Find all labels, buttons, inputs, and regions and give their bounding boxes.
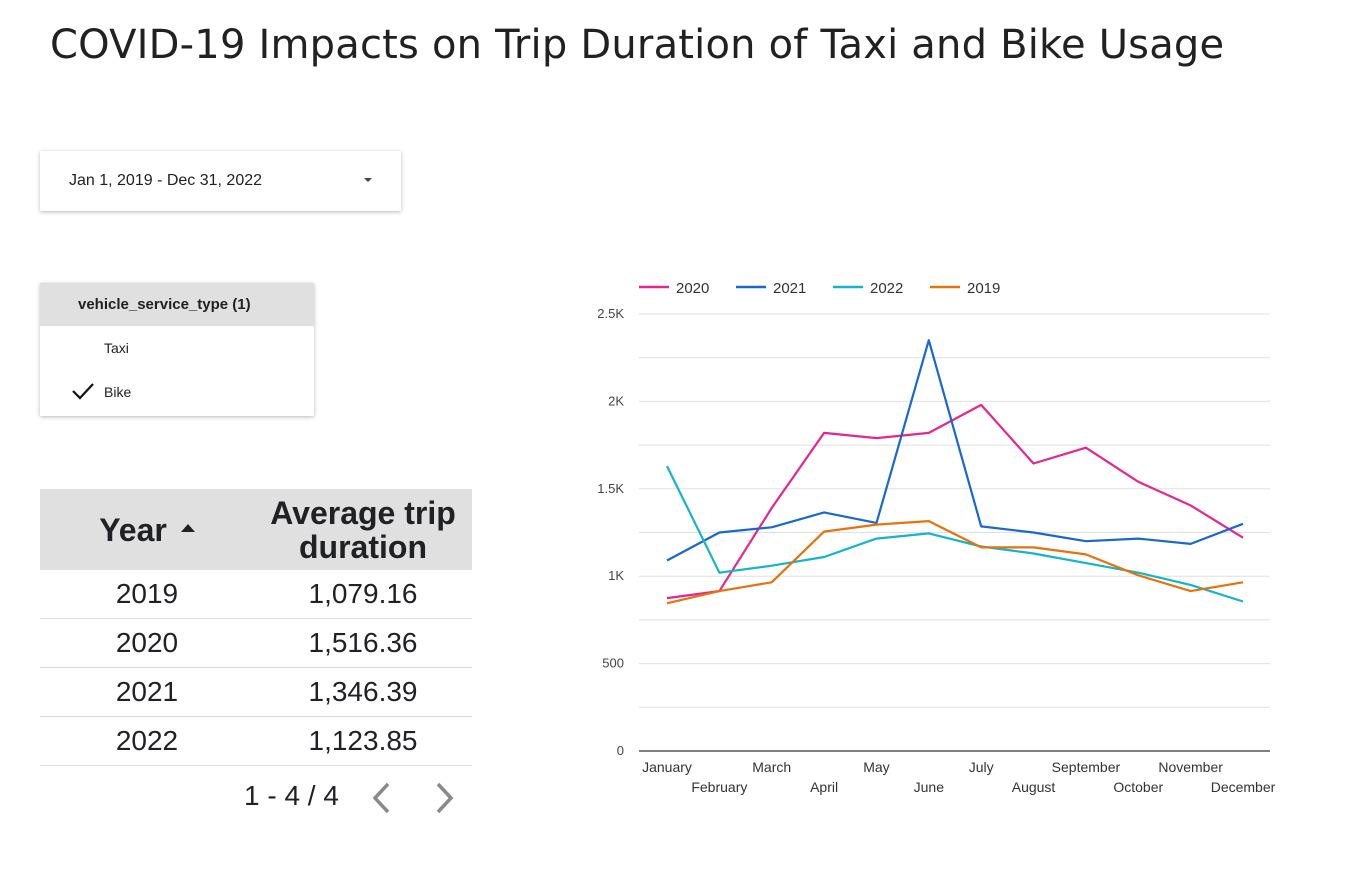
filter-header[interactable]: vehicle_service_type (1) (40, 283, 314, 326)
dropdown-caret-icon[interactable] (364, 178, 372, 182)
legend-label: 2022 (870, 280, 903, 297)
series-line-2020 (666, 403, 1244, 600)
legend-label: 2019 (967, 280, 1000, 297)
x-tick-label: January (642, 759, 692, 775)
y-tick-label: 0 (617, 743, 624, 758)
cell-duration: 1,516.36 (254, 618, 472, 668)
legend-label: 2020 (676, 280, 709, 297)
legend-label: 2021 (773, 280, 806, 297)
x-tick-label: March (752, 759, 791, 775)
pagination-label: 1 - 4 / 4 (244, 780, 339, 811)
y-tick-label: 2.5K (597, 306, 624, 321)
cell-duration: 1,079.16 (254, 570, 472, 619)
cell-duration: 1,123.85 (254, 716, 472, 766)
column-header-year[interactable]: Year (40, 489, 254, 570)
filter-option-taxi[interactable]: Taxi (40, 326, 314, 370)
x-tick-label: November (1158, 759, 1223, 775)
y-tick-label: 1K (608, 568, 624, 583)
x-tick-label: June (914, 779, 945, 795)
x-tick-label: July (969, 759, 994, 775)
cell-year: 2020 (40, 618, 254, 668)
series-line-2021 (666, 339, 1244, 562)
cell-year: 2021 (40, 667, 254, 717)
x-tick-label: October (1113, 779, 1163, 795)
date-range-control[interactable]: Jan 1, 2019 - Dec 31, 2022 (40, 151, 401, 211)
vehicle-type-filter: vehicle_service_type (1) Taxi Bike (40, 283, 314, 416)
series-line-2022 (666, 465, 1244, 603)
page-title: COVID-19 Impacts on Trip Duration of Tax… (50, 22, 1225, 68)
date-range-value: Jan 1, 2019 - Dec 31, 2022 (69, 172, 263, 189)
sort-ascending-icon (180, 524, 195, 533)
year-duration-table: Year Average trip duration 2019 1,079.16… (40, 489, 472, 814)
cell-year: 2022 (40, 716, 254, 766)
filter-option-label: Bike (104, 384, 132, 400)
x-tick-label: December (1211, 779, 1276, 795)
filter-option-bike[interactable]: Bike (40, 370, 314, 414)
x-tick-label: April (810, 779, 838, 795)
y-tick-label: 500 (602, 656, 624, 671)
cell-duration: 1,346.39 (254, 667, 472, 717)
column-header-label: Year (99, 511, 167, 548)
series-line-2019 (666, 520, 1244, 605)
table-row: 2021 1,346.39 (40, 667, 472, 717)
x-tick-label: February (691, 779, 747, 795)
filter-option-label: Taxi (104, 340, 129, 356)
x-tick-label: May (863, 759, 889, 775)
column-header-label: Average trip duration (270, 494, 456, 565)
line-chart-svg: 0 500 1K 1.5K 2K 2.5K January February March Apri… (597, 280, 1276, 795)
column-header-duration[interactable]: Average trip duration (254, 489, 472, 570)
table-row: 2019 1,079.16 (40, 570, 472, 619)
y-tick-label: 2K (608, 393, 624, 408)
chevron-right-icon[interactable] (432, 781, 456, 815)
y-tick-label: 1.5K (597, 481, 624, 496)
chevron-left-icon[interactable] (370, 781, 394, 815)
checkmark-icon (72, 383, 94, 400)
table-pagination: 1 - 4 / 4 (40, 772, 472, 822)
x-tick-label: August (1012, 779, 1056, 795)
x-tick-label: September (1052, 759, 1121, 775)
cell-year: 2019 (40, 570, 254, 619)
table-row: 2020 1,516.36 (40, 618, 472, 668)
trip-duration-line-chart: 0 500 1K 1.5K 2K 2.5K January February March Apri… (560, 260, 1300, 820)
table-row: 2022 1,123.85 (40, 716, 472, 766)
